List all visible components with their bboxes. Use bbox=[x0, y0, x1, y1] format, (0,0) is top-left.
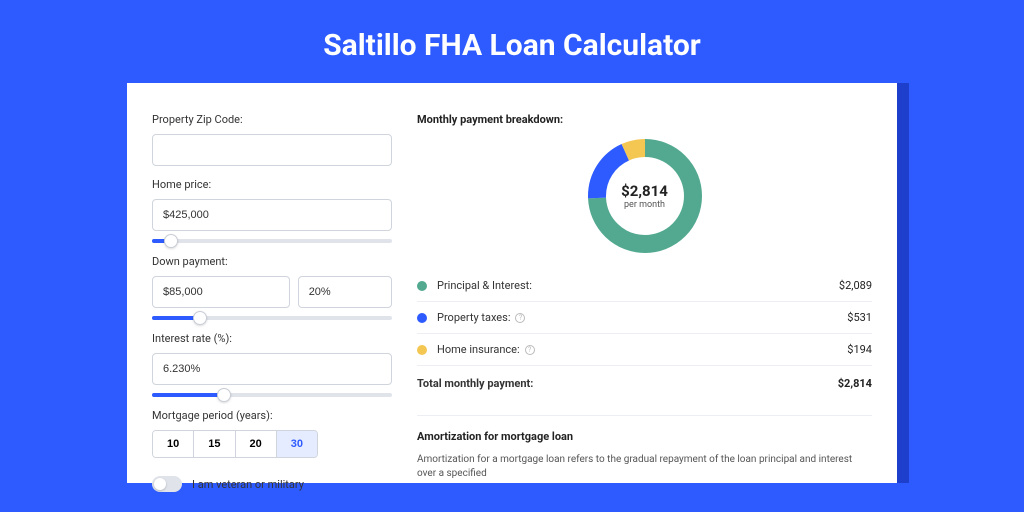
legend-row-principal: Principal & Interest: $2,089 bbox=[417, 270, 872, 302]
legend-dot bbox=[417, 345, 427, 355]
donut-amount: $2,814 bbox=[621, 182, 668, 200]
home-price-label: Home price: bbox=[152, 178, 392, 191]
slider-thumb[interactable] bbox=[193, 311, 207, 325]
legend-text: Home insurance: bbox=[437, 343, 520, 356]
interest-rate-field: Interest rate (%): bbox=[152, 332, 392, 397]
amortization-text: Amortization for a mortgage loan refers … bbox=[417, 453, 872, 481]
page-title: Saltillo FHA Loan Calculator bbox=[0, 0, 1024, 83]
home-price-field: Home price: bbox=[152, 178, 392, 243]
period-15-button[interactable]: 15 bbox=[194, 431, 235, 457]
slider-fill bbox=[152, 393, 224, 397]
calculator-card: Property Zip Code: Home price: Down paym… bbox=[127, 83, 897, 483]
legend-label: Home insurance: ? bbox=[437, 343, 847, 356]
legend-value: $194 bbox=[847, 343, 872, 356]
legend-row-total: Total monthly payment: $2,814 bbox=[417, 366, 872, 399]
legend-value: $531 bbox=[847, 311, 872, 324]
veteran-toggle[interactable] bbox=[152, 476, 182, 492]
zip-input[interactable] bbox=[152, 134, 392, 166]
zip-field: Property Zip Code: bbox=[152, 113, 392, 166]
legend-text: Property taxes: bbox=[437, 311, 510, 324]
home-price-slider[interactable] bbox=[152, 239, 392, 243]
period-20-button[interactable]: 20 bbox=[236, 431, 277, 457]
input-column: Property Zip Code: Home price: Down paym… bbox=[152, 113, 392, 483]
donut-sub: per month bbox=[621, 200, 668, 210]
legend-label: Principal & Interest: bbox=[437, 279, 839, 292]
donut-wrap: $2,814 per month bbox=[417, 136, 872, 256]
slider-thumb[interactable] bbox=[164, 234, 178, 248]
legend-dot bbox=[417, 313, 427, 323]
mortgage-period-field: Mortgage period (years): 10 15 20 30 bbox=[152, 409, 392, 458]
legend-value: $2,089 bbox=[839, 279, 872, 292]
zip-label: Property Zip Code: bbox=[152, 113, 392, 126]
total-value: $2,814 bbox=[838, 377, 872, 390]
breakdown-title: Monthly payment breakdown: bbox=[417, 113, 872, 126]
info-icon[interactable]: ? bbox=[525, 345, 535, 355]
donut-chart: $2,814 per month bbox=[585, 136, 705, 256]
down-payment-slider[interactable] bbox=[152, 316, 392, 320]
down-payment-percent-input[interactable] bbox=[298, 276, 392, 308]
donut-center: $2,814 per month bbox=[621, 182, 668, 210]
legend-dot bbox=[417, 281, 427, 291]
legend-label: Property taxes: ? bbox=[437, 311, 847, 324]
amortization-section: Amortization for mortgage loan Amortizat… bbox=[417, 415, 872, 481]
legend-row-taxes: Property taxes: ? $531 bbox=[417, 302, 872, 334]
mortgage-period-buttons: 10 15 20 30 bbox=[152, 430, 318, 458]
interest-rate-slider[interactable] bbox=[152, 393, 392, 397]
slider-thumb[interactable] bbox=[217, 388, 231, 402]
info-icon[interactable]: ? bbox=[515, 313, 525, 323]
results-column: Monthly payment breakdown: $2,814 per mo… bbox=[417, 113, 872, 483]
veteran-label: I am veteran or military bbox=[192, 478, 304, 491]
period-10-button[interactable]: 10 bbox=[153, 431, 194, 457]
total-label: Total monthly payment: bbox=[417, 377, 838, 390]
legend-row-insurance: Home insurance: ? $194 bbox=[417, 334, 872, 366]
veteran-toggle-row: I am veteran or military bbox=[152, 476, 392, 492]
down-payment-field: Down payment: bbox=[152, 255, 392, 320]
amortization-title: Amortization for mortgage loan bbox=[417, 430, 872, 443]
legend-text: Principal & Interest: bbox=[437, 279, 532, 292]
period-30-button[interactable]: 30 bbox=[277, 431, 317, 457]
interest-rate-input[interactable] bbox=[152, 353, 392, 385]
interest-rate-label: Interest rate (%): bbox=[152, 332, 392, 345]
down-payment-amount-input[interactable] bbox=[152, 276, 290, 308]
mortgage-period-label: Mortgage period (years): bbox=[152, 409, 392, 422]
down-payment-label: Down payment: bbox=[152, 255, 392, 268]
home-price-input[interactable] bbox=[152, 199, 392, 231]
